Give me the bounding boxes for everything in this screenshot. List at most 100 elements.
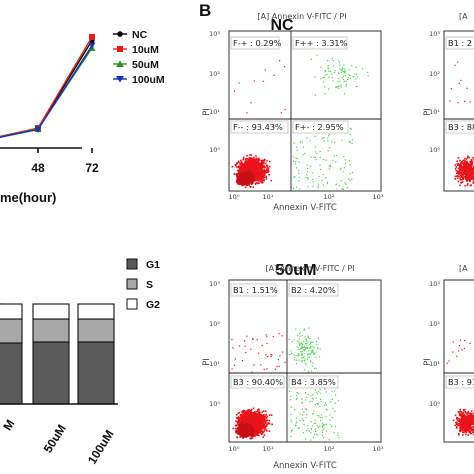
event-dot: [243, 174, 245, 177]
event-dot: [256, 423, 259, 425]
event-dot: [338, 72, 340, 74]
event-dot: [297, 348, 299, 350]
event-dot: [231, 166, 234, 168]
event-dot: [331, 425, 333, 428]
event-dot: [302, 346, 304, 349]
event-dot: [250, 164, 252, 167]
bar-s-10um: [0, 318, 23, 344]
event-dot: [252, 158, 254, 160]
event-dot: [244, 174, 247, 177]
event-dot: [242, 417, 245, 420]
event-dot: [267, 422, 270, 424]
event-dot: [237, 416, 240, 418]
event-dot: [244, 413, 246, 415]
event-dot: [342, 68, 344, 70]
event-dot: [236, 421, 238, 423]
event-dot: [305, 176, 307, 179]
event-dot: [253, 431, 256, 433]
event-dot: [306, 345, 308, 347]
event-dot: [261, 421, 263, 423]
event-dot: [256, 410, 259, 412]
event-dot: [297, 335, 299, 337]
event-dot: [346, 187, 349, 189]
event-dot: [340, 71, 343, 73]
event-dot: [303, 346, 305, 348]
event-dot: [313, 367, 316, 369]
event-dot: [254, 183, 257, 185]
event-dot: [315, 356, 317, 359]
event-dot: [306, 430, 308, 432]
event-dot: [327, 181, 329, 183]
event-dot: [242, 157, 245, 160]
event-dot: [246, 420, 249, 423]
event-dot: [243, 435, 245, 438]
event-dot: [306, 414, 308, 416]
event-dot: [354, 73, 356, 75]
event-dot: [237, 412, 239, 414]
event-dot: [257, 169, 259, 171]
event-dot: [249, 172, 252, 175]
quadrant-upper-left: B1 : 1.51%: [233, 285, 278, 295]
flow-plot-50um: [A] Annexin V-FITC / PI B1 : 1.51% B2 : …: [202, 264, 384, 471]
event-dot: [258, 169, 260, 171]
event-dot: [258, 413, 261, 415]
event-dot: [239, 429, 242, 432]
event-dot: [259, 432, 262, 435]
event-dot: [249, 180, 252, 183]
event-dot: [311, 350, 314, 352]
event-dot: [244, 421, 247, 424]
event-dot: [289, 390, 291, 392]
event-dot: [255, 431, 258, 433]
event-dot: [254, 420, 257, 422]
event-dot: [314, 135, 316, 137]
event-dot: [252, 338, 254, 340]
growth-tick-label: 48: [31, 161, 45, 175]
event-dot: [301, 345, 303, 347]
event-dot: [253, 418, 256, 420]
event-dot: [250, 102, 252, 104]
event-dot: [456, 172, 459, 174]
x-axis-label: Annexin V-FITC: [273, 461, 337, 471]
event-dot: [259, 178, 262, 180]
event-dot: [255, 162, 257, 165]
quadrant-label-box: [292, 120, 349, 134]
quadrant-label-box: [288, 283, 339, 297]
event-dot: [265, 171, 267, 174]
event-dot: [262, 420, 264, 422]
event-dot: [237, 160, 240, 163]
event-dot: [299, 344, 301, 346]
event-dot: [320, 400, 322, 403]
event-dot: [242, 156, 245, 159]
event-dot: [330, 401, 332, 403]
event-dot: [327, 65, 329, 67]
event-dot: [333, 72, 336, 74]
event-dot: [258, 419, 260, 421]
y-tick-label: 10³: [209, 30, 220, 38]
event-dot: [252, 164, 254, 167]
event-dot: [312, 181, 314, 183]
event-dot: [260, 170, 262, 172]
event-dot: [341, 69, 343, 71]
event-dot: [248, 167, 251, 170]
quadrant-upper-left: F-+ : 0.29%: [233, 38, 282, 48]
event-dot: [249, 186, 252, 188]
event-dot: [235, 180, 238, 183]
event-dot: [303, 349, 305, 352]
event-dot: [252, 186, 255, 188]
event-dot: [271, 423, 273, 426]
event-dot: [330, 424, 332, 426]
event-dot: [278, 365, 280, 367]
event-dot: [290, 436, 292, 438]
event-dot: [264, 162, 267, 165]
event-dot: [240, 179, 243, 182]
event-dot: [249, 154, 251, 156]
event-dot: [326, 183, 329, 185]
event-dot: [307, 342, 309, 344]
event-dot: [290, 395, 292, 397]
event-dot: [237, 417, 239, 419]
event-dot: [234, 358, 236, 360]
y-tick-label: 10¹: [209, 108, 220, 116]
event-dot: [337, 400, 340, 402]
event-dot: [315, 367, 317, 369]
event-dot: [344, 75, 347, 77]
